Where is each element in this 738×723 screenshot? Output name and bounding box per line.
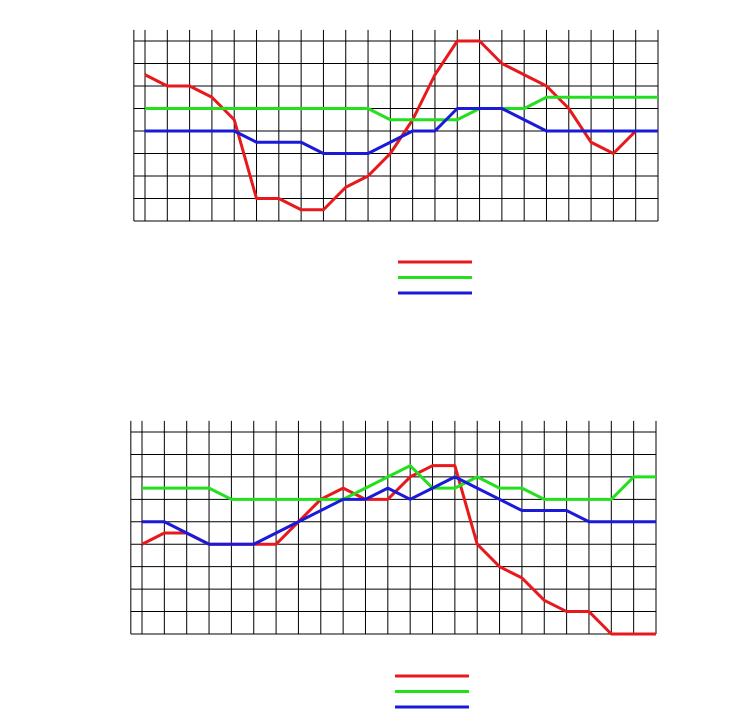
series-line <box>142 475 656 546</box>
series-line <box>145 107 658 155</box>
series-line <box>144 39 658 212</box>
series-line <box>145 95 658 122</box>
series-line <box>141 464 656 636</box>
series-line <box>142 464 656 501</box>
